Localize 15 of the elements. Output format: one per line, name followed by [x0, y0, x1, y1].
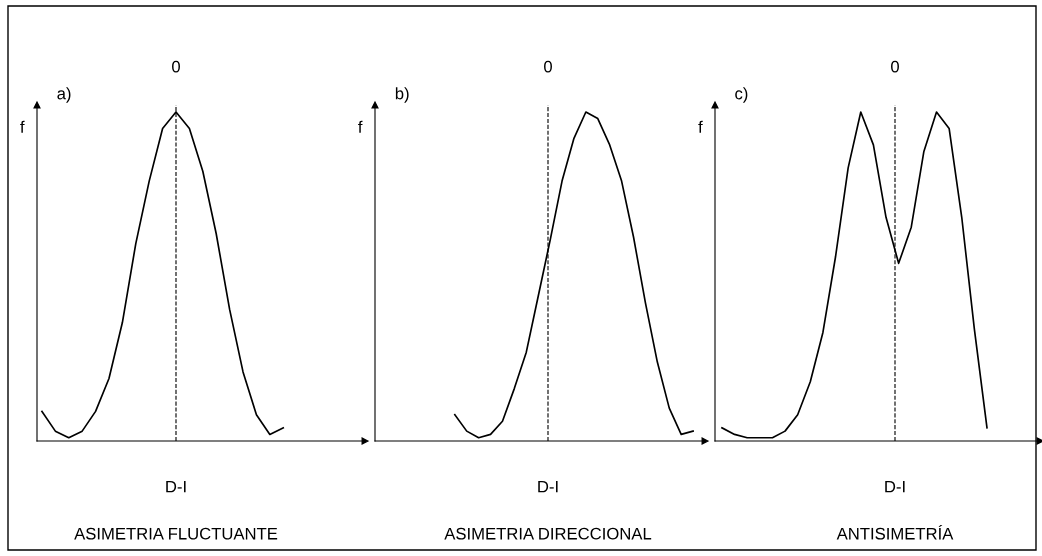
text: b) — [395, 87, 409, 103]
text: a) — [57, 87, 71, 103]
text: ASIMETRIA FLUCTUANTE — [74, 527, 278, 540]
x-axis-title: D-I — [538, 480, 558, 493]
y-axis-title: f — [698, 120, 703, 133]
y-axis-title: f — [358, 120, 363, 133]
text: 0 — [172, 60, 180, 73]
text: 0 — [891, 60, 899, 73]
text: c) — [735, 87, 748, 103]
y-axis-title: f — [20, 120, 25, 133]
x-axis-title: D-I — [166, 480, 186, 493]
text: ANTISIMETRÍA — [836, 524, 954, 540]
text: 0 — [544, 60, 552, 73]
text: ASIMETRIA DIRECCIONAL — [444, 527, 652, 540]
x-axis-title: D-I — [885, 480, 905, 493]
